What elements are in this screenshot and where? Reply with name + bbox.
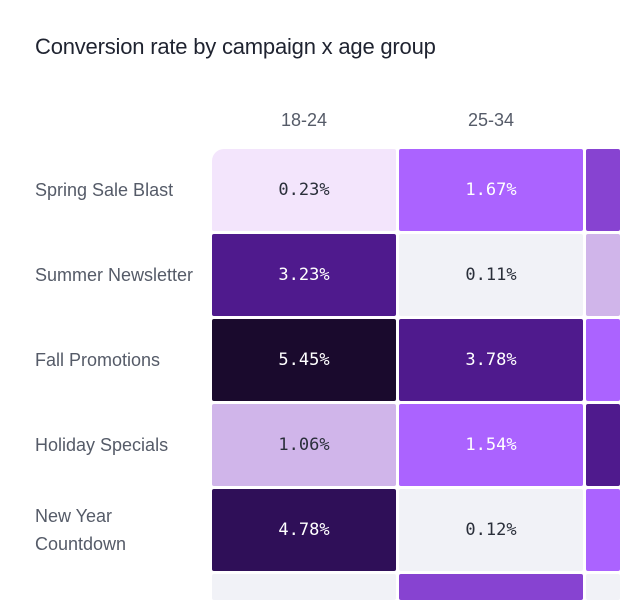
heatmap-cell [586,404,620,486]
chart-title: Conversion rate by campaign x age group [35,34,436,59]
heatmap-cell: 1.06% [212,404,396,486]
heatmap-cell: 0.23% [212,149,396,231]
heatmap-cell [586,574,620,600]
row-label: Holiday Specials [35,435,169,455]
heatmap-cell [586,489,620,571]
column-label: 25-34 [467,110,515,130]
heatmap-cell [399,574,583,600]
heatmap-cell: 1.54% [399,404,583,486]
heatmap-cell: 5.45% [212,319,396,401]
row-label: Fall Promotions [35,350,161,370]
heatmap-cell [586,234,620,316]
heatmap-cell [586,149,620,231]
heatmap-cell [212,574,396,600]
row-label: Summer Newsletter [35,265,194,285]
heatmap-cell: 0.12% [399,489,583,571]
heatmap-cell: 3.78% [399,319,583,401]
heatmap-cell: 1.67% [399,149,583,231]
heatmap-cell: 4.78% [212,489,396,571]
row-label: Spring Sale Blast [35,180,174,200]
row-label: New Year Countdown [35,506,127,554]
heatmap-cell: 0.11% [399,234,583,316]
heatmap-cell [586,319,620,401]
heatmap-cell: 3.23% [212,234,396,316]
column-label: 18-24 [280,110,328,130]
